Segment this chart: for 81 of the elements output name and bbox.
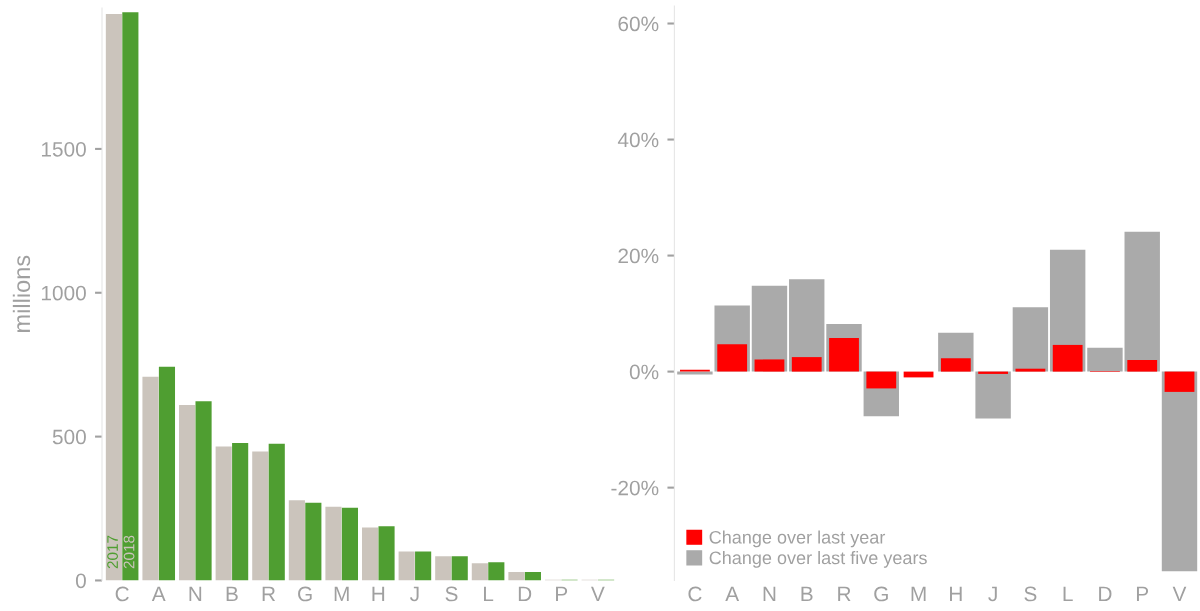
bar	[829, 337, 859, 372]
bar	[940, 358, 971, 372]
x-tick-label: A	[151, 586, 166, 602]
bar	[1012, 307, 1049, 372]
x-tick-label: S	[1024, 586, 1037, 602]
bar	[122, 12, 139, 581]
bar	[215, 446, 232, 581]
x-tick-label: G	[874, 586, 888, 602]
y-tick-label: 0%	[629, 364, 659, 380]
x-tick-label: M	[334, 586, 349, 602]
x-tick-label: N	[189, 586, 202, 602]
legend-label: Change over last five years	[709, 550, 927, 568]
bar	[288, 500, 305, 581]
bar	[1052, 344, 1083, 372]
x-tick-label: C	[688, 586, 702, 602]
x-tick-label: A	[725, 586, 740, 602]
bar	[488, 562, 505, 581]
y-tick-label: 20%	[618, 248, 659, 264]
bar	[398, 551, 415, 581]
x-tick-label: V	[591, 586, 605, 602]
series-label: 2017	[107, 535, 118, 569]
x-tick-label: P	[556, 586, 568, 602]
bar	[1164, 371, 1195, 392]
bar	[866, 371, 897, 389]
bar	[179, 404, 196, 581]
bar	[232, 442, 249, 581]
bar	[341, 507, 359, 581]
x-tick-label: H	[950, 586, 962, 602]
bar	[1087, 347, 1123, 372]
bar	[158, 366, 176, 581]
y-tick-label: 0	[75, 573, 86, 589]
bar	[508, 572, 525, 581]
x-tick-label: H	[372, 586, 385, 602]
x-tick-label: B	[226, 586, 238, 602]
bar	[378, 526, 395, 581]
x-tick-label: R	[262, 586, 276, 602]
x-tick-label: M	[911, 586, 926, 602]
bar	[1015, 368, 1046, 372]
y-tick-label: 1000	[41, 285, 86, 301]
y-axis-title: millions	[12, 255, 31, 332]
y-tick-label: 1500	[41, 141, 86, 157]
bar	[361, 527, 379, 581]
bar	[268, 443, 285, 581]
bar	[791, 357, 822, 372]
x-tick-label: V	[1172, 586, 1187, 602]
x-tick-label: G	[298, 586, 312, 602]
bar	[754, 359, 785, 372]
bar	[305, 502, 322, 581]
bar	[1124, 231, 1160, 372]
y-tick-label: 40%	[617, 132, 659, 148]
x-tick-label: L	[1063, 586, 1073, 602]
x-tick-label: J	[988, 586, 997, 602]
x-tick-label: C	[115, 586, 129, 602]
x-tick-label: N	[763, 586, 776, 602]
x-tick-label: D	[518, 586, 532, 602]
x-tick-label: S	[445, 586, 458, 602]
bar	[105, 13, 122, 581]
x-tick-label: P	[1136, 586, 1149, 602]
bar	[1127, 360, 1158, 372]
bar	[524, 572, 541, 581]
series-label: 2018	[123, 535, 135, 569]
bar	[975, 371, 1011, 419]
bar	[1161, 371, 1198, 572]
bar	[195, 401, 212, 581]
bar	[252, 451, 269, 581]
y-tick-label: 500	[52, 429, 86, 445]
x-tick-label: R	[838, 586, 851, 602]
bar	[451, 556, 468, 581]
bar	[717, 344, 748, 372]
x-tick-label: L	[484, 586, 494, 602]
bar	[415, 551, 432, 581]
bar	[471, 563, 488, 581]
y-tick-label: -20%	[611, 480, 659, 496]
bar	[435, 556, 452, 581]
bar	[325, 506, 342, 581]
y-tick-label: 60%	[618, 16, 659, 32]
x-tick-label: J	[410, 586, 419, 602]
bar	[142, 376, 159, 581]
legend-label: Change over last year	[709, 530, 886, 548]
x-tick-label: D	[1099, 586, 1112, 602]
x-tick-label: B	[801, 586, 813, 602]
